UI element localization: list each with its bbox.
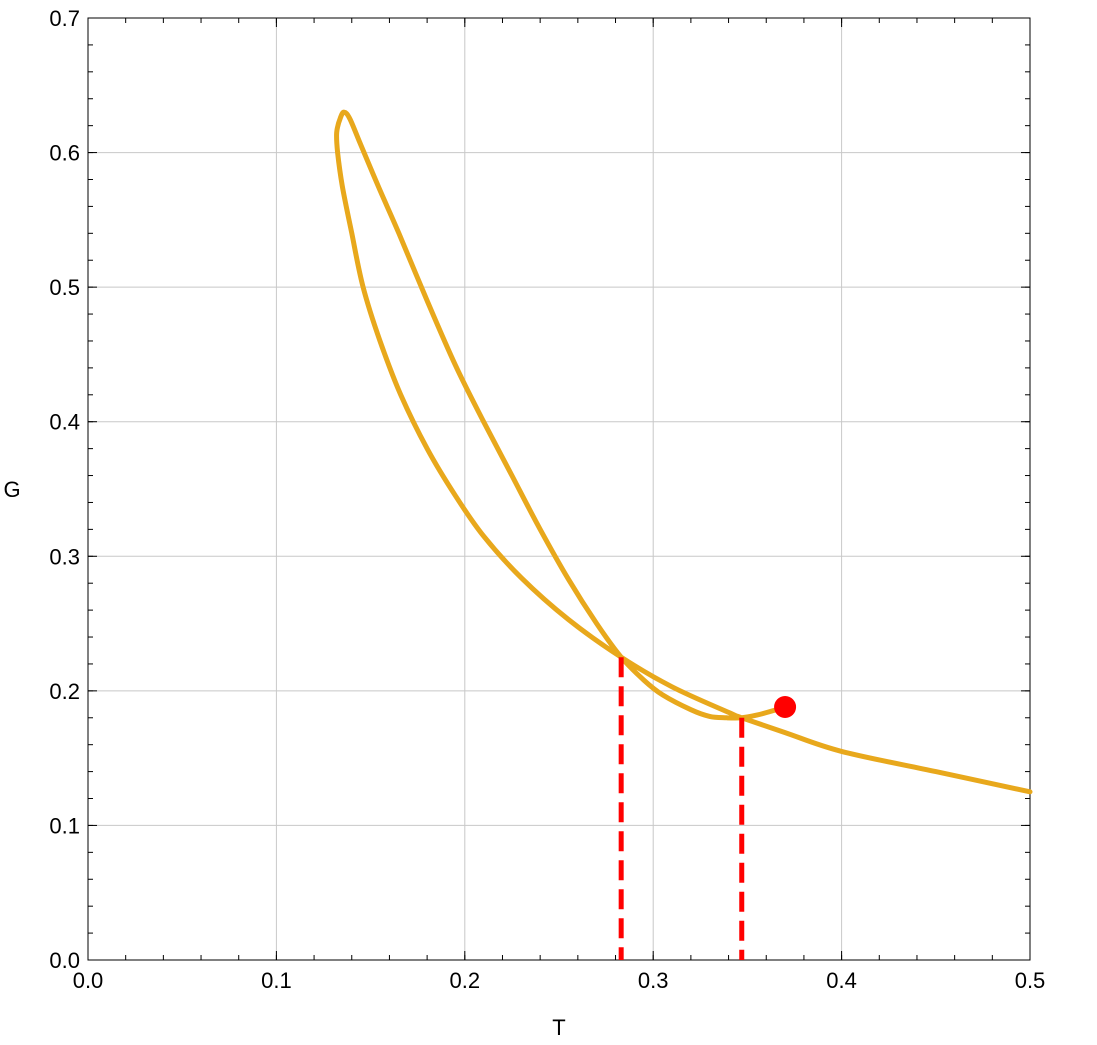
critical-point-marker bbox=[774, 696, 797, 719]
y-tick-labels: 0.0 0.1 0.2 0.3 0.4 0.5 0.6 0.7 bbox=[49, 6, 80, 973]
tick-marks bbox=[87, 17, 1031, 961]
series-line bbox=[334, 109, 1033, 795]
y-tick-label: 0.6 bbox=[49, 141, 80, 166]
y-tick-label: 0.0 bbox=[49, 948, 80, 973]
x-tick-label: 0.1 bbox=[261, 968, 292, 993]
chart-grid bbox=[87, 17, 1031, 961]
x-tick-label: 0.2 bbox=[450, 968, 481, 993]
x-tick-label: 0.3 bbox=[638, 968, 669, 993]
y-tick-label: 0.7 bbox=[49, 6, 80, 31]
y-axis-label: G bbox=[3, 477, 20, 502]
transition-lines bbox=[618, 657, 797, 960]
y-tick-label: 0.5 bbox=[49, 275, 80, 300]
x-tick-label: 0.0 bbox=[73, 968, 104, 993]
x-tick-labels: 0.0 0.1 0.2 0.3 0.4 0.5 bbox=[73, 968, 1046, 993]
series-layer bbox=[334, 109, 1033, 795]
y-tick-label: 0.2 bbox=[49, 679, 80, 704]
y-tick-label: 0.3 bbox=[49, 544, 80, 569]
y-tick-label: 0.4 bbox=[49, 410, 80, 435]
y-tick-label: 0.1 bbox=[49, 813, 80, 838]
plot-frame bbox=[87, 17, 1031, 961]
x-tick-label: 0.5 bbox=[1015, 968, 1046, 993]
x-tick-label: 0.4 bbox=[826, 968, 857, 993]
x-axis-label: T bbox=[552, 1015, 565, 1040]
